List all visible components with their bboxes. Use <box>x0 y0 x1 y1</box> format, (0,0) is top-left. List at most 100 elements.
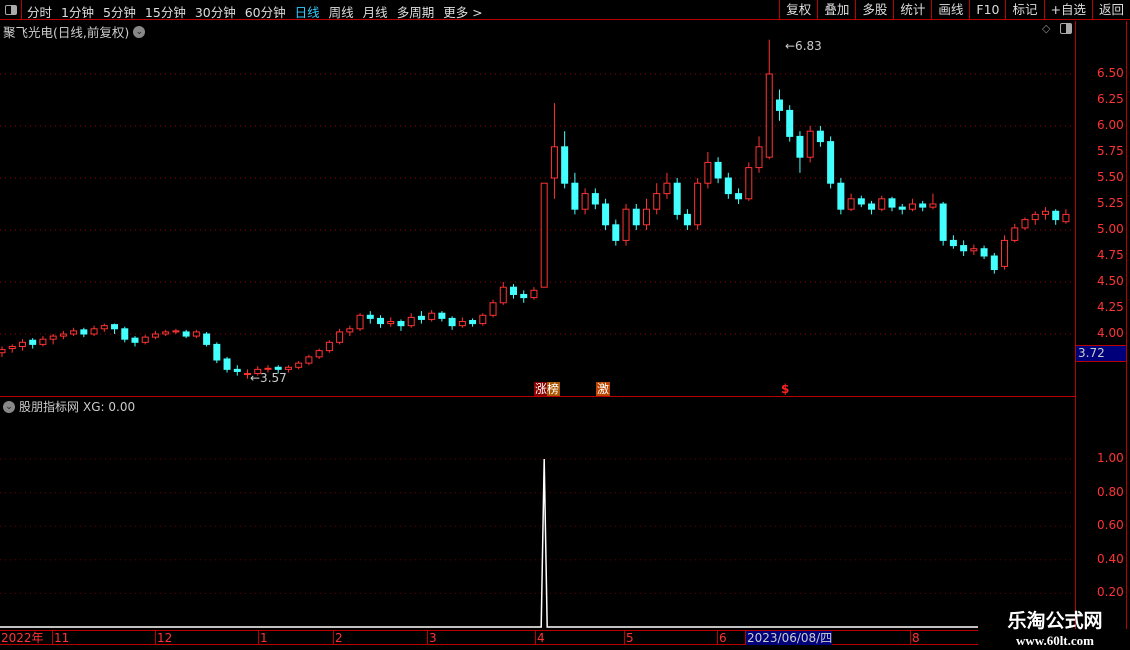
candle-body <box>438 312 446 319</box>
candle-body <box>908 203 916 210</box>
candle-body <box>417 315 425 320</box>
candle-body <box>264 367 272 370</box>
period-tab[interactable]: 月线 <box>362 5 388 20</box>
candle-body <box>29 339 37 345</box>
price-tick: 5.50 <box>1097 170 1124 184</box>
candle-body <box>591 193 599 205</box>
candle-body <box>1011 227 1019 241</box>
candle-body <box>80 329 88 335</box>
date-label: 1 <box>258 631 268 645</box>
candle-body <box>919 203 927 208</box>
marker-zhangbang: 涨榜 <box>534 382 561 396</box>
candle-body <box>469 319 477 325</box>
candle-body <box>990 255 998 271</box>
period-tab[interactable]: 30分钟 <box>194 5 236 20</box>
price-tick: 5.00 <box>1097 222 1124 236</box>
price-tick: 4.75 <box>1097 248 1124 262</box>
candle-body <box>70 330 78 335</box>
diamond-icon[interactable]: ◇ <box>1042 22 1051 35</box>
candle-body <box>49 335 57 340</box>
toolbar-button[interactable]: 叠加 <box>817 0 855 20</box>
period-tab[interactable]: 1分钟 <box>61 5 94 20</box>
toolbar-button[interactable]: +自选 <box>1043 0 1092 20</box>
candle-body <box>192 331 200 337</box>
candle-body <box>0 349 6 354</box>
date-label: 5 <box>624 631 634 645</box>
candle-body <box>704 161 712 184</box>
period-tab[interactable]: 60分钟 <box>244 5 286 20</box>
candle-body <box>244 373 252 376</box>
candle-body <box>581 193 589 210</box>
candle-body <box>745 167 753 200</box>
candle-body <box>315 350 323 358</box>
panel-toggle-icon[interactable] <box>1060 23 1072 34</box>
toolbar-button[interactable]: 返回 <box>1091 0 1130 20</box>
period-tab[interactable]: 周线 <box>328 5 354 20</box>
price-tick: 4.00 <box>1097 326 1124 340</box>
price-tick: 4.50 <box>1097 274 1124 288</box>
candle-body <box>479 314 487 325</box>
candle-body <box>827 141 835 184</box>
top-toolbar: 分时 1分钟 5分钟 15分钟 30分钟 60分钟 日线 周线 月线 多周期 更多 > 复权 叠加 多股… <box>0 0 1130 20</box>
candle-body <box>775 99 783 111</box>
price-chart[interactable]: ←6.83 ←3.57 <box>0 0 1075 630</box>
candle-body <box>377 317 385 325</box>
toolbar-button[interactable]: F10 <box>969 0 1005 20</box>
candle-body <box>387 321 395 325</box>
candle-body <box>796 135 804 158</box>
candle-body <box>642 208 650 226</box>
toolbar-button[interactable]: 画线 <box>931 0 969 20</box>
price-tick: 6.50 <box>1097 66 1124 80</box>
candle-body <box>540 182 548 288</box>
price-tick: 6.25 <box>1097 92 1124 106</box>
candle-body <box>100 325 108 330</box>
toolbar-button[interactable]: 多股 <box>855 0 893 20</box>
candle-body <box>305 356 313 364</box>
candle-body <box>724 177 732 195</box>
candle-body <box>336 331 344 343</box>
period-tab[interactable]: 15分钟 <box>144 5 186 20</box>
price-axis <box>1075 21 1127 629</box>
candle-body <box>59 333 67 337</box>
candle-body <box>550 146 558 179</box>
date-axis: 2022年 11 12 1 2 3 4 5 6 8 2023/06/08/四 <box>0 630 978 645</box>
period-tab[interactable]: 多周期 <box>396 5 435 20</box>
candle-body <box>448 317 456 327</box>
candle-body <box>694 182 702 226</box>
toolbar-button[interactable]: 标记 <box>1005 0 1043 20</box>
toolbar-buttons: 复权 叠加 多股 统计 画线 F10 标记 +自选 返回 <box>779 0 1130 20</box>
candle-body <box>683 213 691 226</box>
marker-ji: 激 <box>596 382 611 396</box>
candle-body <box>949 239 957 247</box>
chevron-down-icon[interactable]: ⌄ <box>3 400 15 413</box>
candle-body <box>786 109 794 137</box>
candle-body <box>325 341 333 352</box>
candle-body <box>816 130 824 143</box>
period-tab[interactable]: 5分钟 <box>102 5 136 20</box>
candle-body <box>458 321 466 327</box>
candle-body <box>868 203 876 210</box>
toolbar-button[interactable]: 统计 <box>893 0 931 20</box>
toolbar-button[interactable]: 复权 <box>779 0 817 20</box>
price-tick: 4.25 <box>1097 300 1124 314</box>
candle-body <box>612 224 620 241</box>
indicator-tick: 0.80 <box>1097 484 1124 499</box>
period-tab[interactable]: 分时 <box>27 5 53 20</box>
panel-divider <box>0 396 1075 397</box>
panel-toggle-icon[interactable] <box>0 0 22 20</box>
candle-body <box>39 338 47 345</box>
marker-dollar: $ <box>781 382 790 396</box>
period-tab[interactable]: 更多 > <box>443 5 483 20</box>
candle-body <box>131 337 139 343</box>
date-label: 12 <box>155 631 173 645</box>
period-tab[interactable]: 日线 <box>294 5 320 20</box>
chevron-down-icon[interactable]: ⌄ <box>133 25 146 38</box>
high-price-label: ←6.83 <box>785 39 822 53</box>
candle-body <box>888 198 896 208</box>
candle-body <box>182 331 190 337</box>
candle-body <box>530 289 538 299</box>
candle-body <box>90 328 98 335</box>
indicator-tick: 1.00 <box>1097 451 1124 465</box>
candle-body <box>295 362 303 368</box>
candle-body <box>735 193 743 200</box>
